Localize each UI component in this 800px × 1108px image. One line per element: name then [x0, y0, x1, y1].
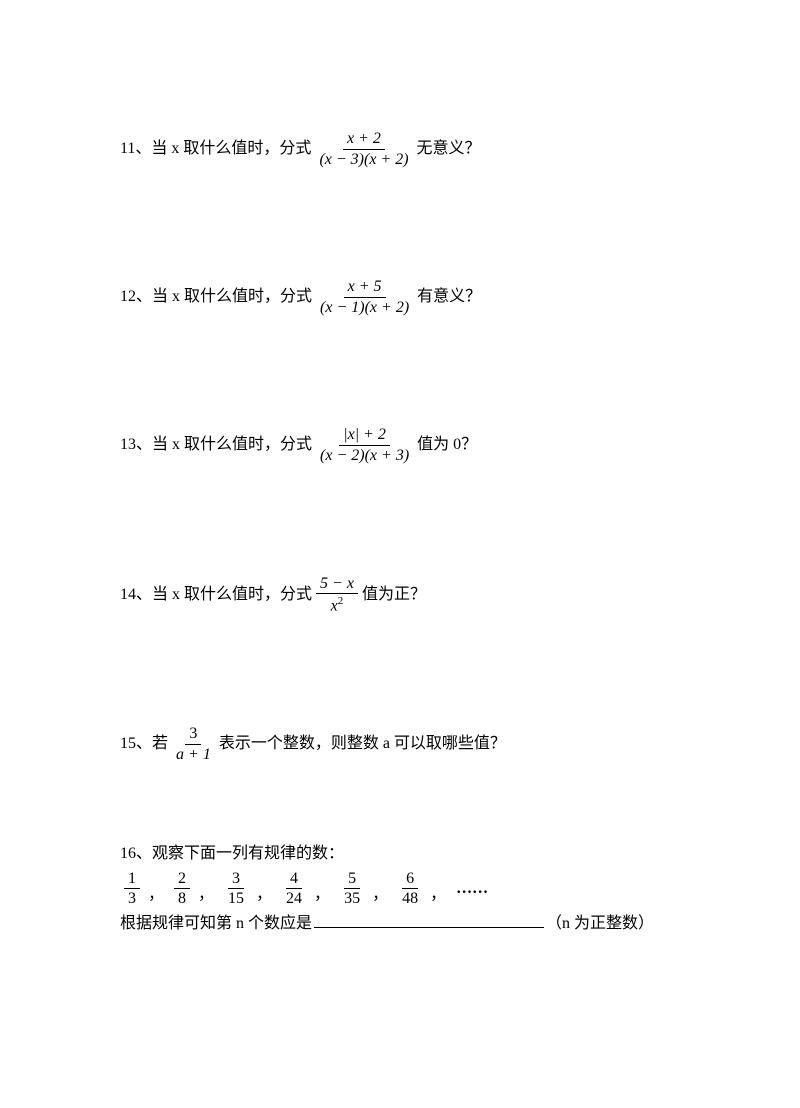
fraction-denominator: 3: [124, 889, 140, 908]
sequence-fraction: 648: [398, 870, 422, 908]
fraction-denominator: 48: [398, 889, 422, 908]
problem-number: 16、: [120, 845, 152, 862]
problem-12: 12、 当 x 取什么值时，分式 x + 5 (x − 1)(x + 2) 有意…: [120, 278, 680, 316]
problem-number: 14、: [120, 584, 152, 606]
sequence-comma: ，: [430, 884, 446, 906]
fraction-denominator: (x − 3)(x + 2): [315, 150, 412, 169]
fraction-numerator: 6: [402, 870, 418, 890]
fraction-denominator: (x − 2)(x + 3): [316, 446, 413, 465]
fraction-denominator: 15: [224, 889, 248, 908]
problem-number: 15、: [120, 733, 152, 755]
sequence-dots: ……: [456, 878, 488, 900]
problem-14: 14、 当 x 取什么值时，分式 5 − x x2 值为正？: [120, 575, 680, 616]
fraction-denominator: 8: [174, 889, 190, 908]
problem-text: （n 为正整数）: [546, 913, 654, 935]
fraction: 3 a + 1: [172, 725, 215, 763]
fraction-denominator: x2: [327, 594, 348, 615]
problem-number: 11、: [120, 138, 151, 160]
fraction-numerator: 3: [185, 725, 201, 745]
problem-text: 观察下面一列有规律的数：: [152, 845, 344, 862]
problem-text: 若: [152, 733, 168, 755]
sequence-comma: ，: [148, 884, 164, 906]
fraction-denominator: 35: [340, 889, 364, 908]
fraction-denominator: 24: [282, 889, 306, 908]
problem-text: 有意义？: [417, 286, 481, 308]
sequence-comma: ，: [256, 884, 272, 906]
problem-text: 当 x 取什么值时，分式: [152, 584, 312, 606]
fraction-numerator: x + 5: [344, 278, 386, 298]
problem-11: 11、 当 x 取什么值时，分式 x + 2 (x − 3)(x + 2) 无意…: [120, 130, 680, 168]
sequence-fraction: 535: [340, 870, 364, 908]
sequence-comma: ，: [198, 884, 214, 906]
problem-text: 表示一个整数，则整数 a 可以取哪些值？: [219, 733, 506, 755]
fraction-numerator: 4: [286, 870, 302, 890]
denom-base: x: [331, 597, 338, 614]
answer-blank[interactable]: [314, 910, 544, 928]
problem-text: 无意义？: [417, 138, 481, 160]
sequence-comma: ，: [314, 884, 330, 906]
problem-text: 当 x 取什么值时，分式: [151, 138, 311, 160]
sequence-fraction: 28: [174, 870, 190, 908]
fraction: x + 2 (x − 3)(x + 2): [315, 130, 412, 168]
fraction-numerator: 1: [124, 870, 140, 890]
problem-intro-line: 16、观察下面一列有规律的数：: [120, 843, 680, 865]
problem-text: 当 x 取什么值时，分式: [152, 434, 312, 456]
sequence-fraction: 424: [282, 870, 306, 908]
sequence-fraction: 315: [224, 870, 248, 908]
problem-number: 12、: [120, 286, 152, 308]
problem-number: 13、: [120, 434, 152, 456]
fraction-numerator: |x| + 2: [339, 426, 390, 446]
sequence-comma: ，: [372, 884, 388, 906]
problem-text: 值为 0？: [417, 434, 477, 456]
sequence-fraction: 13: [124, 870, 140, 908]
problem-text: 当 x 取什么值时，分式: [152, 286, 312, 308]
fraction-denominator: a + 1: [172, 745, 215, 764]
problem-text: 根据规律可知第 n 个数应是: [120, 913, 312, 935]
answer-line: 根据规律可知第 n 个数应是 （n 为正整数）: [120, 910, 654, 935]
fraction-numerator: x + 2: [343, 130, 385, 150]
denom-exp: 2: [338, 595, 344, 607]
problem-text: 值为正？: [362, 584, 426, 606]
fraction: |x| + 2 (x − 2)(x + 3): [316, 426, 413, 464]
fraction-numerator: 5 − x: [316, 575, 358, 595]
fraction-numerator: 3: [228, 870, 244, 890]
fraction-numerator: 5: [344, 870, 360, 890]
fraction: 5 − x x2: [316, 575, 358, 616]
fraction-numerator: 2: [174, 870, 190, 890]
fraction-denominator: (x − 1)(x + 2): [316, 298, 413, 317]
problem-15: 15、 若 3 a + 1 表示一个整数，则整数 a 可以取哪些值？: [120, 725, 680, 763]
problem-16: 16、观察下面一列有规律的数： 13，28，315，424，535，648，………: [120, 843, 680, 935]
problem-13: 13、 当 x 取什么值时，分式 |x| + 2 (x − 2)(x + 3) …: [120, 426, 680, 464]
sequence-row: 13，28，315，424，535，648，……: [120, 870, 488, 908]
fraction: x + 5 (x − 1)(x + 2): [316, 278, 413, 316]
